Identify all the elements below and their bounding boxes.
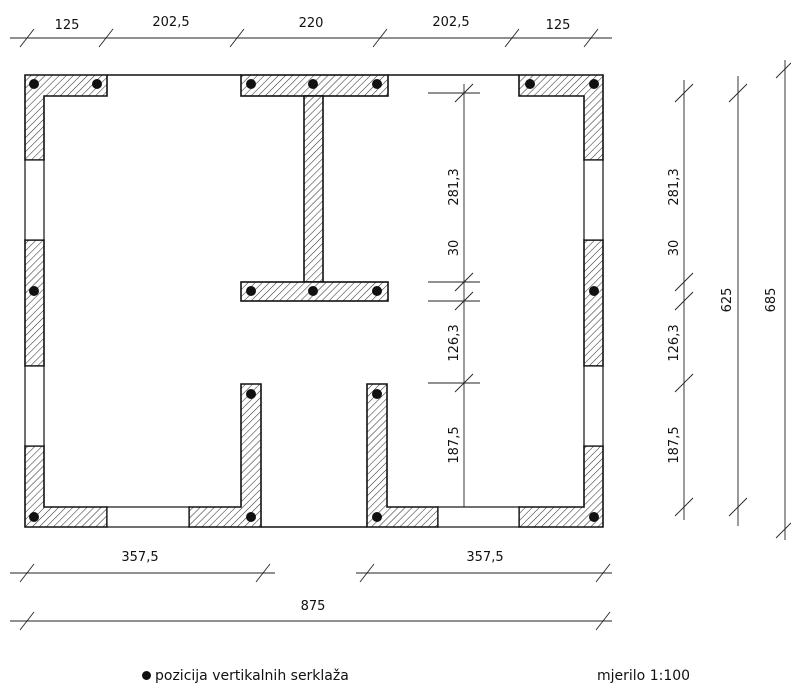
window-left-lower: [24, 365, 45, 447]
dim-bottom-left: 357,5: [121, 550, 158, 565]
window-right-lower: [583, 365, 604, 447]
dim-top-3: 220: [299, 16, 324, 31]
bottom-dimension-chain: 357,5 357,5 875: [10, 550, 612, 631]
dim-right-3: 126,3: [667, 324, 682, 361]
window-left-upper: [24, 159, 45, 241]
walls: [24, 74, 604, 528]
dim-overall-685: 685: [764, 288, 779, 313]
dim-bottom-right: 357,5: [466, 550, 503, 565]
column-dot: [29, 79, 39, 89]
column-dot: [525, 79, 535, 89]
dim-inner-3: 126,3: [447, 324, 462, 361]
column-dot: [246, 286, 256, 296]
legend-columns: pozicija vertikalnih serklaža: [142, 668, 349, 684]
filled-circle-icon: [142, 671, 151, 680]
tie-column-markers: [29, 79, 599, 522]
column-dot: [372, 389, 382, 399]
legend-columns-label: pozicija vertikalnih serklaža: [155, 668, 349, 684]
dim-right-4: 187,5: [667, 426, 682, 463]
column-dot: [372, 79, 382, 89]
dim-total-width: 875: [301, 599, 326, 614]
window-right-upper: [583, 159, 604, 241]
window-bottom-right: [437, 506, 520, 528]
column-dot: [29, 286, 39, 296]
column-dot: [308, 286, 318, 296]
window-bottom-left: [106, 506, 190, 528]
column-dot: [92, 79, 102, 89]
column-dot: [589, 512, 599, 522]
inner-vertical-dimension-chain: 281,3 30 126,3 187,5: [428, 83, 480, 507]
column-dot: [246, 389, 256, 399]
dim-top-5: 125: [546, 18, 571, 33]
openings: [24, 74, 604, 528]
dim-top-1: 125: [55, 18, 80, 33]
column-dot: [29, 512, 39, 522]
column-dot: [246, 79, 256, 89]
dim-overall-625: 625: [720, 288, 735, 313]
wall-right-mid: [583, 239, 604, 367]
dim-inner-1: 281,3: [447, 168, 462, 205]
dim-right-1: 281,3: [667, 168, 682, 205]
column-dot: [589, 286, 599, 296]
wall-left-mid: [24, 239, 45, 367]
scale-label: mjerilo 1:100: [597, 668, 691, 684]
column-dot: [372, 286, 382, 296]
top-dimension-chain: 125 202,5 220 202,5 125: [10, 15, 612, 48]
wall-bottom-left-l: [188, 383, 262, 528]
dim-top-4: 202,5: [432, 15, 469, 30]
dim-top-2: 202,5: [152, 15, 189, 30]
column-dot: [246, 512, 256, 522]
dim-inner-4: 187,5: [447, 426, 462, 463]
dim-right-2: 30: [667, 240, 682, 257]
column-dot: [589, 79, 599, 89]
wall-center-stem: [303, 95, 324, 283]
right-vertical-dimension-chain: 281,3 30 126,3 187,5 625 685: [667, 60, 791, 540]
column-dot: [308, 79, 318, 89]
dim-inner-2: 30: [447, 240, 462, 257]
column-dot: [372, 512, 382, 522]
wall-bottom-right-l: [366, 383, 439, 528]
